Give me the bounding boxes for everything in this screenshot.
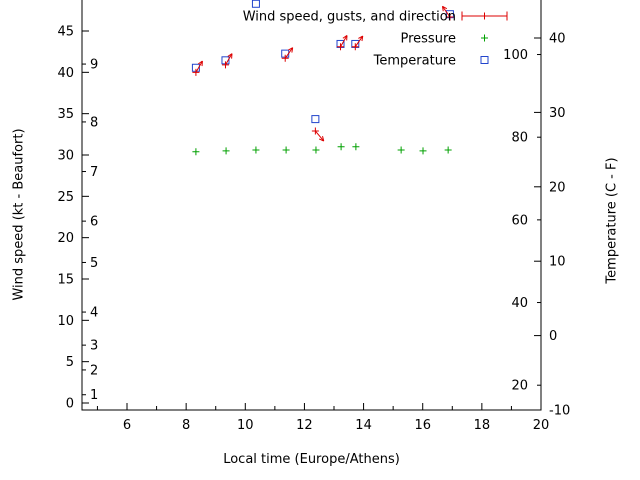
temp-c-tick-label: 10 [549,255,566,270]
wind-direction-arrow [284,47,294,59]
wind-arrowhead [322,136,325,142]
y-axis-title-wind: Wind speed (kt - Beaufort) [11,128,27,301]
x-tick-label: 16 [414,418,431,433]
pressure-point [312,146,320,154]
wind-arrowhead [197,60,203,65]
wind-arrowhead [288,47,293,51]
wind-point [281,54,289,62]
wind-arrowhead [291,47,294,53]
temp-c-tick-label: 30 [549,106,566,121]
beaufort-tick-label: 4 [90,306,98,321]
x-tick-label: 6 [123,418,131,433]
wind-point [337,43,345,51]
wind-direction-arrow [340,35,348,47]
x-tick-label: 8 [182,418,190,433]
x-tick-label: 18 [474,418,491,433]
pressure-point [252,146,260,154]
wind-arrowhead [441,6,444,12]
legend-label-temperature: Temperature [373,54,456,69]
x-tick-label: 20 [533,418,550,433]
wind-tick-label: 5 [66,355,74,370]
temp-c-tick-label: -10 [549,404,570,419]
wind-arrowhead [342,35,348,39]
wind-arrowhead [442,5,448,10]
wind-tick-label: 45 [57,24,74,39]
temperature-point [311,115,320,124]
pressure-point [282,146,290,154]
temp-f-tick-label: 100 [503,48,528,63]
wind-tick-label: 35 [57,107,74,122]
plot-border [81,0,542,411]
beaufort-tick-label: 3 [90,339,98,354]
pressure-point [222,147,230,155]
beaufort-tick-label: 1 [90,388,98,403]
wind-arrowhead [358,35,363,39]
temp-c-tick-label: 20 [549,180,566,195]
wind-direction-arrow [195,60,203,73]
x-axis-title: Local time (Europe/Athens) [223,452,400,467]
wind-direction-arrow [314,130,325,142]
wind-point [192,68,200,76]
wind-tick-label: 20 [57,231,74,246]
x-tick-label: 10 [237,418,254,433]
y-axis-title-temperature: Temperature (C - F) [604,157,620,284]
legend-label-wind: Wind speed, gusts, and direction [243,10,456,25]
temp-c-tick-label: 40 [549,32,566,47]
wind-arrowhead [361,35,364,42]
temp-c-tick-label: 0 [549,329,557,344]
pressure-point [337,143,345,151]
wind-direction-arrow [442,6,451,18]
beaufort-tick-label: 2 [90,363,98,378]
legend-sample-wind-marker [481,12,488,20]
wind-direction-arrow [354,35,364,47]
temp-f-tick-label: 20 [511,379,528,394]
wind-tick-label: 15 [57,272,74,287]
pressure-point [444,146,452,154]
x-tick-label: 12 [296,418,313,433]
temp-f-tick-label: 60 [511,213,528,228]
wind-tick-label: 0 [66,397,74,412]
wind-tick-label: 30 [57,148,74,163]
wind-point [221,61,229,69]
wind-tick-label: 10 [57,314,74,329]
wind-direction-arrow [225,53,233,66]
pressure-point [397,146,405,154]
legend-sample-pressure-marker [481,34,488,42]
wind-arrowhead [227,53,233,57]
beaufort-tick-label: 9 [90,58,98,73]
x-tick-label: 14 [355,418,372,433]
temp-f-tick-label: 80 [511,131,528,146]
legend-label-pressure: Pressure [400,32,456,47]
wind-tick-label: 25 [57,190,74,205]
wind-point [446,13,454,21]
temperature-point [251,0,260,8]
beaufort-tick-label: 8 [90,115,98,130]
beaufort-tick-label: 5 [90,256,98,271]
wind-tick-label: 40 [57,66,74,81]
pressure-point [352,143,360,151]
temp-f-tick-label: 40 [511,296,528,311]
pressure-point [192,148,200,156]
beaufort-tick-label: 6 [90,215,98,230]
legend-sample-temperature-marker [480,56,489,64]
beaufort-tick-label: 7 [90,165,98,180]
wind-arrowhead [318,138,324,142]
pressure-point [419,147,427,155]
